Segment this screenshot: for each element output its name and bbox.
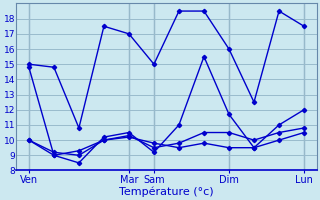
X-axis label: Température (°c): Température (°c) [119,186,214,197]
